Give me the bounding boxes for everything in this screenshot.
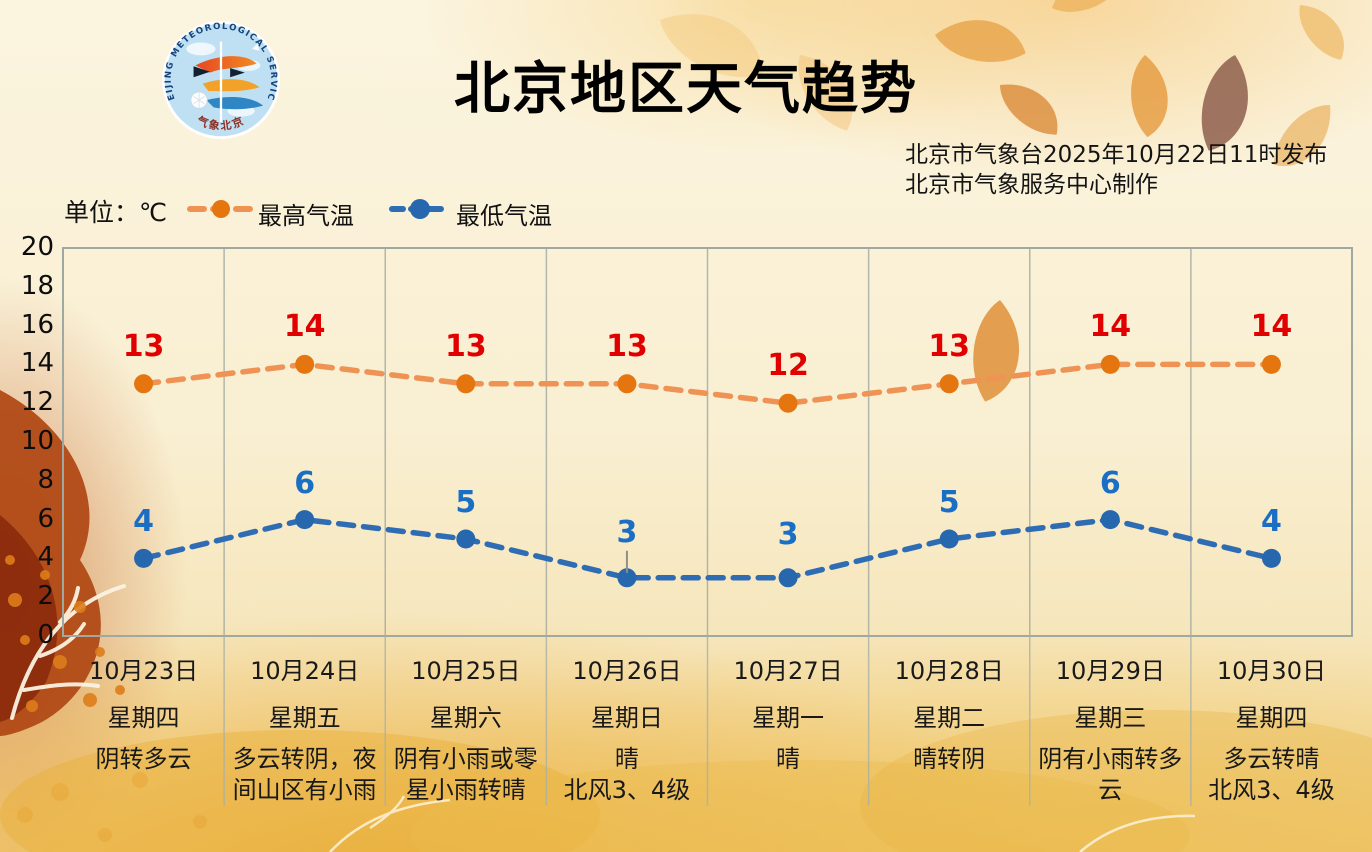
logo-wind-vane bbox=[193, 66, 211, 78]
logo-rocket bbox=[252, 43, 260, 51]
data-point-high-2 bbox=[456, 374, 476, 394]
logo-ribbon-orange bbox=[202, 79, 260, 92]
issued-info: 北京市气象台2025年10月22日11时发布 北京市气象服务中心制作 bbox=[905, 141, 1355, 200]
data-point-high-1 bbox=[295, 354, 315, 374]
legend-high-swatch-dot bbox=[212, 200, 230, 218]
unit-label: 单位：℃ bbox=[64, 198, 168, 227]
logo-ribbon-red bbox=[195, 56, 257, 73]
data-point-low-2 bbox=[456, 529, 476, 549]
data-point-low-4 bbox=[778, 568, 798, 588]
logo-cloud bbox=[186, 42, 216, 56]
logo-wind-vane bbox=[230, 68, 245, 78]
weather-service-logo: BEIJING METEOROLOGICAL SERVICE 气象北京 bbox=[157, 16, 285, 144]
legend-low-label: 最低气温 bbox=[456, 202, 552, 230]
data-point-low-3 bbox=[617, 568, 637, 588]
data-point-low-6 bbox=[1100, 510, 1120, 530]
logo-balloon-lattice bbox=[193, 91, 205, 109]
data-point-low-7 bbox=[1261, 548, 1281, 568]
issued-line2: 北京市气象服务中心制作 bbox=[905, 171, 1158, 198]
data-point-high-6 bbox=[1100, 354, 1120, 374]
data-point-high-4 bbox=[778, 393, 798, 413]
series-line-low bbox=[140, 516, 1275, 581]
data-point-low-0 bbox=[134, 548, 154, 568]
chart-legend: 单位：℃ 最高气温 最低气温 bbox=[0, 190, 900, 230]
legend-low-swatch-dot bbox=[410, 199, 430, 219]
data-point-high-0 bbox=[134, 374, 154, 394]
data-point-low-1 bbox=[295, 510, 315, 530]
data-point-low-5 bbox=[939, 529, 959, 549]
data-point-high-3 bbox=[617, 374, 637, 394]
data-point-high-5 bbox=[939, 374, 959, 394]
data-point-high-7 bbox=[1261, 354, 1281, 374]
legend-swatches bbox=[187, 199, 451, 219]
legend-high-label: 最高气温 bbox=[258, 202, 354, 230]
issued-line1: 北京市气象台2025年10月22日11时发布 bbox=[905, 142, 1328, 168]
series-line-high bbox=[140, 361, 1275, 406]
page-title: 北京地区天气趋势 bbox=[454, 57, 918, 122]
